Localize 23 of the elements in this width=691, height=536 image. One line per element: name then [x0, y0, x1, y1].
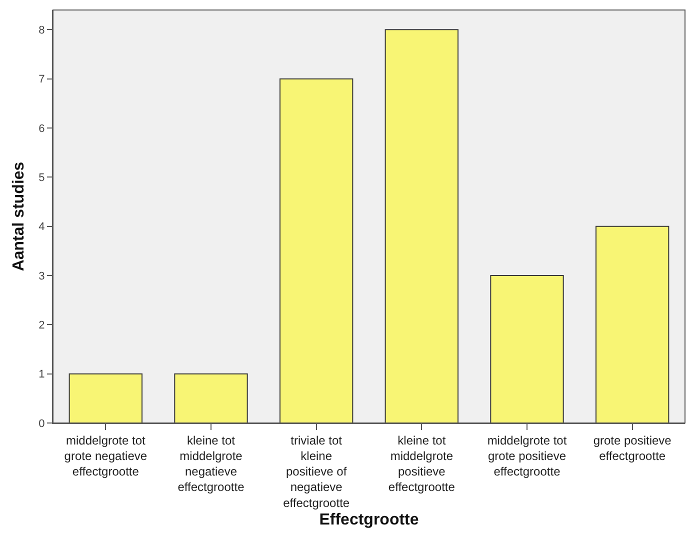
- bar: [279, 78, 354, 423]
- y-tick-label: 7: [38, 74, 45, 86]
- y-tick-label: 2: [38, 320, 45, 332]
- bar: [595, 226, 670, 423]
- x-tick-label: kleine tot middelgrote positieve effectgrootte: [388, 433, 456, 494]
- x-tick-label: triviale tot kleine positieve of negatieve effectgrootte: [283, 433, 350, 510]
- y-tick-label: 6: [38, 122, 45, 135]
- x-tick-label: grote positieve effectgrootte: [593, 433, 672, 463]
- x-tick-label: kleine tot middelgrote negatieve effectgrootte: [178, 433, 245, 494]
- bar: [490, 275, 564, 423]
- bar: [174, 373, 248, 423]
- bar: [68, 373, 143, 423]
- y-tick-label: 8: [38, 24, 45, 37]
- bar: [384, 29, 459, 423]
- y-axis-title: Aantal studies: [10, 162, 28, 272]
- y-tick-label: 3: [38, 270, 45, 282]
- x-tick-label: middelgrote tot grote positieve effectgrootte: [487, 433, 568, 479]
- x-axis-title: Effectgrootte: [319, 512, 419, 528]
- y-tick-label: 5: [38, 172, 45, 184]
- x-tick-label: middelgrote tot grote negatieve effectgrootte: [64, 433, 148, 479]
- y-tick-label: 1: [38, 368, 45, 381]
- y-tick-label: 4: [38, 221, 45, 234]
- y-tick-label: 0: [38, 418, 45, 430]
